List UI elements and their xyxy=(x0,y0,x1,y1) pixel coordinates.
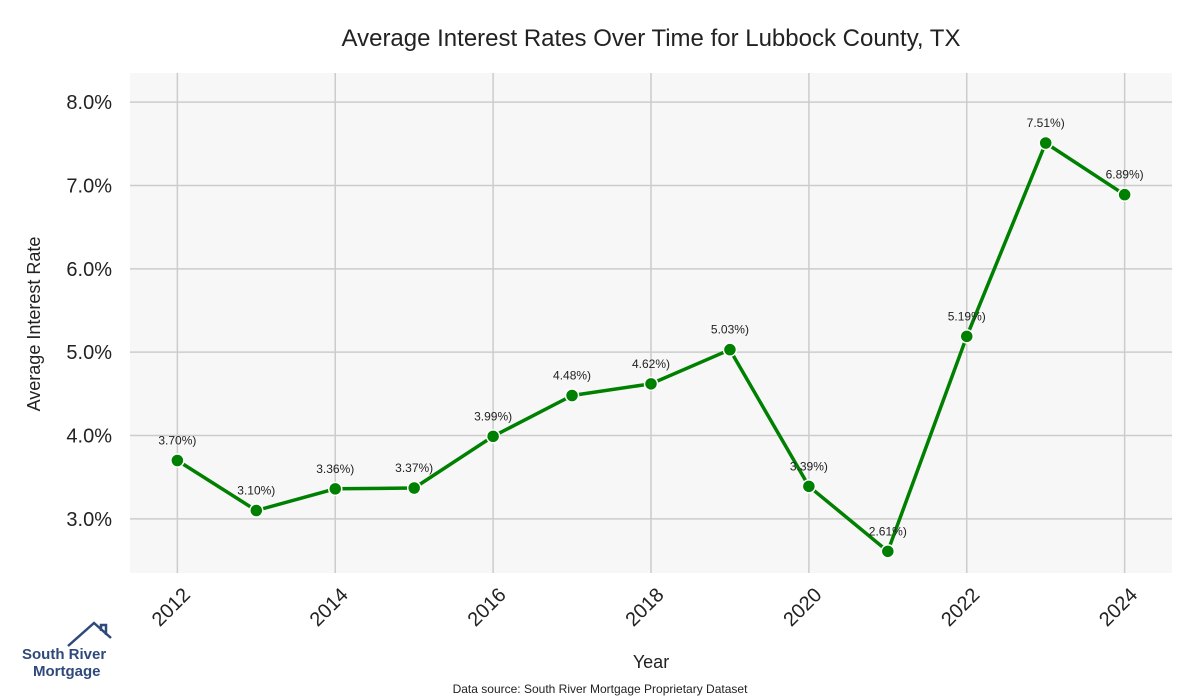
data-point xyxy=(249,503,264,518)
data-point xyxy=(485,429,501,444)
y-tick-label: 4.0% xyxy=(66,426,112,448)
data-label: 3.99%) xyxy=(474,409,512,423)
data-point xyxy=(643,376,659,392)
data-label: 3.70%) xyxy=(158,434,196,448)
x-tick-label: 2012 xyxy=(148,584,195,631)
data-point xyxy=(722,342,738,357)
chart-title: Average Interest Rates Over Time for Lub… xyxy=(342,25,961,52)
data-label: 3.36%) xyxy=(316,462,354,476)
data-point xyxy=(1117,187,1132,202)
source-note: Data source: South River Mortgage Propri… xyxy=(453,682,748,696)
data-point xyxy=(564,388,580,403)
y-tick-label: 8.0% xyxy=(66,92,112,114)
logo: South River Mortgage xyxy=(22,621,112,680)
data-label: 3.10%) xyxy=(237,484,275,498)
x-tick-label: 2014 xyxy=(306,584,353,631)
data-point xyxy=(170,453,185,468)
data-label: 5.03%) xyxy=(711,323,749,337)
data-label: 7.51%) xyxy=(1027,116,1065,130)
data-point xyxy=(327,481,343,497)
y-axis-ticks: 3.0% 4.0% 5.0% 6.0% 7.0% 8.0% xyxy=(66,92,112,531)
data-label: 6.89%) xyxy=(1106,168,1144,182)
data-label: 3.39%) xyxy=(790,459,828,473)
y-axis-label: Average Interest Rate xyxy=(24,237,44,412)
x-axis-ticks: 2012 2014 2016 2018 2020 2022 2024 xyxy=(148,584,1142,631)
house-roof-icon xyxy=(67,621,112,647)
y-tick-label: 7.0% xyxy=(66,176,112,198)
x-tick-label: 2020 xyxy=(779,584,826,631)
data-point xyxy=(406,480,422,496)
series-layer xyxy=(170,135,1132,559)
data-label: 2.61%) xyxy=(869,524,907,538)
y-tick-label: 3.0% xyxy=(66,509,112,531)
data-label: 5.19%) xyxy=(948,309,986,323)
x-axis-label: Year xyxy=(633,652,669,672)
x-tick-label: 2018 xyxy=(622,584,669,631)
logo-line1: South River xyxy=(22,646,106,663)
data-point xyxy=(959,329,975,344)
x-tick-label: 2022 xyxy=(937,584,984,631)
x-tick-label: 2016 xyxy=(464,584,511,631)
data-point xyxy=(880,544,896,559)
logo-line2: Mortgage xyxy=(33,663,101,680)
data-labels: 3.70%) 3.10%) 3.36%) 3.37%) 3.99%) 4.48%) 4.62… xyxy=(158,116,1143,538)
y-tick-label: 5.0% xyxy=(66,342,112,364)
y-tick-label: 6.0% xyxy=(66,259,112,281)
data-point xyxy=(1038,135,1053,151)
data-label: 4.62%) xyxy=(632,357,670,371)
x-tick-label: 2024 xyxy=(1095,584,1142,631)
data-label: 3.37%) xyxy=(395,461,433,475)
data-point xyxy=(801,479,817,494)
data-label: 4.48%) xyxy=(553,369,591,383)
